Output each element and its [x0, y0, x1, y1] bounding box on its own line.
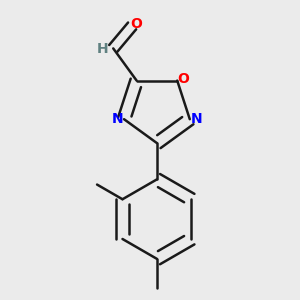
Text: O: O	[177, 72, 189, 86]
Text: N: N	[111, 112, 123, 125]
Text: O: O	[130, 17, 142, 31]
Text: N: N	[191, 112, 203, 125]
Text: H: H	[97, 42, 109, 56]
